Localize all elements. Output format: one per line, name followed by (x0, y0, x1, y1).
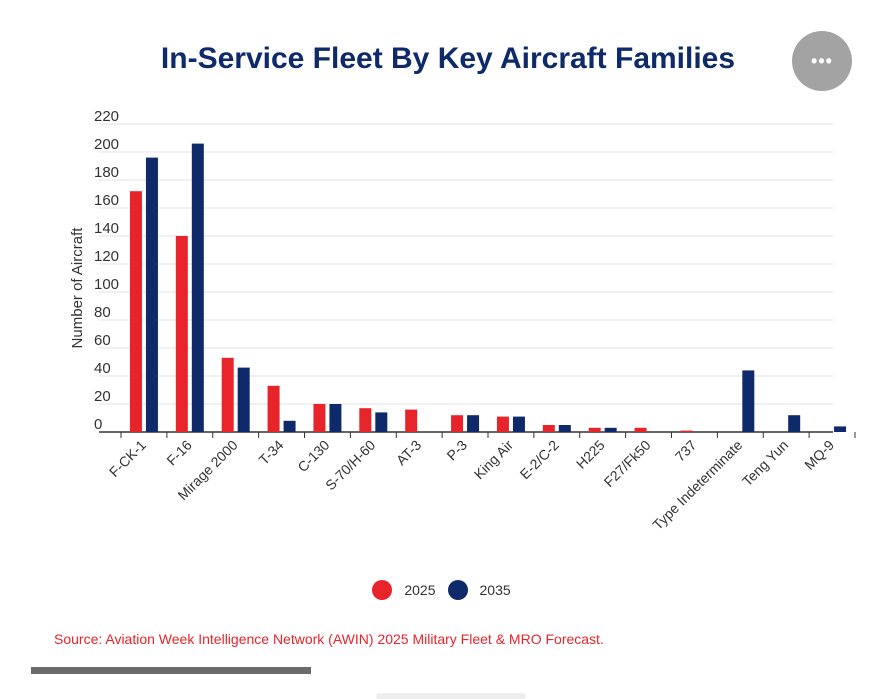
legend: 2025 2035 (0, 580, 883, 600)
y-tick-label: 160 (94, 192, 119, 209)
y-tick-label: 100 (94, 276, 119, 293)
chart-title: In-Service Fleet By Key Aircraft Familie… (160, 42, 736, 75)
x-tick-label: T-34 (256, 437, 287, 468)
bar-2025-s-70-h-60 (359, 408, 372, 432)
bar-2035-c-130 (329, 404, 342, 432)
legend-label-2035: 2035 (479, 582, 511, 598)
x-tick-label: King Air (471, 437, 517, 483)
y-tick-label: 0 (94, 416, 102, 433)
bar-2025-mirage-2000 (221, 357, 234, 432)
legend-label-2025: 2025 (404, 582, 436, 598)
bar-2025-king-air (496, 416, 509, 432)
bar-2025-e-2-c-2 (542, 425, 555, 432)
y-tick-label: 200 (94, 136, 119, 153)
bar-2025-at-3 (405, 409, 418, 432)
bar-2025-c-130 (313, 404, 326, 432)
x-tick-label: S-70/H-60 (322, 437, 379, 494)
y-tick-label: 180 (94, 164, 119, 181)
bar-2035-mirage-2000 (237, 367, 250, 432)
legend-item-2035[interactable]: 2035 (447, 580, 511, 600)
x-tick-label: 737 (672, 437, 700, 465)
x-tick-label: F-16 (163, 437, 195, 469)
x-tick-label: F27/Fk50 (601, 437, 654, 490)
bar-chart: 0 20 40 60 80 100 120 140 160 180 200 220 Number of … (69, 108, 856, 533)
bar-2025-h225 (588, 427, 601, 432)
x-tick-label: Teng Yun (739, 437, 791, 489)
legend-swatch-2035 (447, 580, 468, 600)
bar-2035-type-indeterminate (742, 370, 755, 432)
bar-2035-king-air (512, 416, 525, 432)
bar-2035-t-34 (283, 420, 296, 432)
bar-2025-p-3 (451, 415, 464, 432)
bar-2035-f-ck-1 (145, 157, 158, 432)
y-tick-label: 140 (94, 220, 119, 237)
y-tick-label: 60 (94, 332, 111, 349)
more-horizontal-icon: ••• (811, 50, 833, 71)
bar-2035-teng-yun (788, 415, 801, 432)
x-tick-label: AT-3 (393, 437, 425, 469)
x-tick-label: E-2/C-2 (517, 437, 563, 483)
horizontal-scrollbar[interactable] (31, 667, 311, 674)
y-tick-label: 80 (94, 304, 111, 321)
y-tick-label: 120 (94, 248, 119, 265)
bar-2025-f-16 (175, 236, 188, 432)
bar-2035-mq-9 (834, 426, 847, 432)
x-tick-label: F-CK-1 (106, 437, 149, 480)
x-tick-label: C-130 (294, 437, 332, 475)
y-tick-label: 20 (94, 388, 111, 405)
more-options-button[interactable]: ••• (792, 31, 852, 91)
bar-2025-f-ck-1 (129, 191, 142, 432)
bar-2035-f-16 (191, 143, 204, 432)
y-tick-label: 40 (94, 360, 111, 377)
y-tick-label: 220 (94, 108, 119, 125)
bar-2025-t-34 (267, 385, 280, 432)
x-tick-label: P-3 (443, 437, 470, 464)
bar-2035-s-70-h-60 (375, 412, 388, 432)
bar-2035-h225 (604, 427, 617, 432)
x-tick-label: Type Indeterminate (649, 437, 745, 533)
legend-swatch-2025 (372, 580, 393, 600)
y-axis-title: Number of Aircraft (69, 227, 86, 349)
bottom-handle (376, 693, 526, 699)
x-tick-label: H225 (573, 437, 608, 472)
source-note: Source: Aviation Week Intelligence Netwo… (54, 631, 604, 647)
bar-2035-p-3 (467, 415, 480, 432)
legend-item-2025[interactable]: 2025 (372, 580, 436, 600)
bar-2025-f27-fk50 (634, 427, 647, 432)
x-tick-label: MQ-9 (801, 437, 837, 473)
bar-2025-737 (680, 430, 693, 432)
bar-2035-e-2-c-2 (558, 425, 571, 432)
